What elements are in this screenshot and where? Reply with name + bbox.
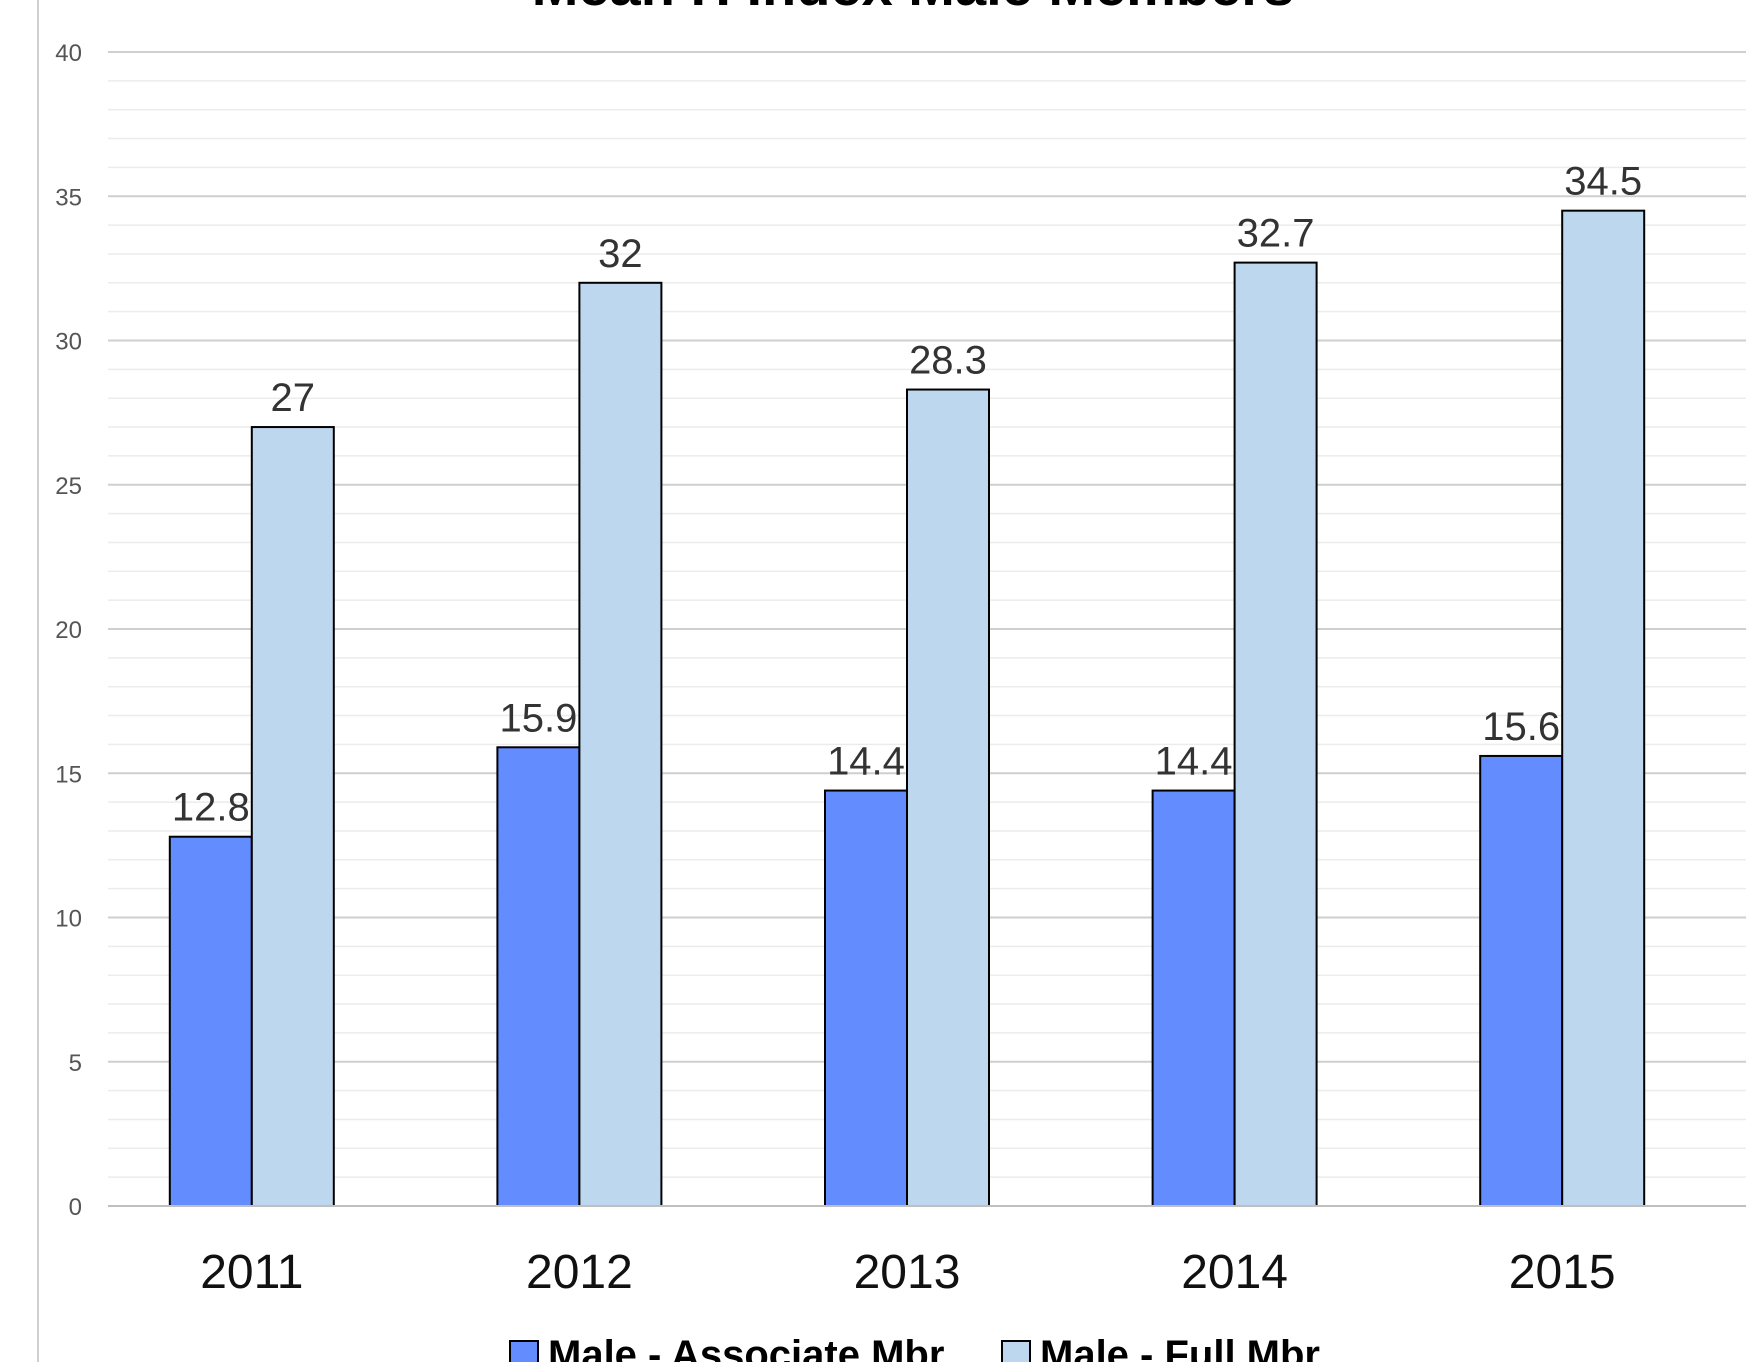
data-label: 34.5	[1564, 160, 1642, 204]
y-axis-ticks: 0 5 10 15 20 25 30 35 40	[55, 40, 82, 1221]
y-tick-label: 10	[55, 906, 82, 933]
data-label: 27	[271, 376, 316, 420]
y-tick-label: 0	[69, 1194, 82, 1221]
x-tick-label: 2014	[1181, 1246, 1288, 1299]
legend-label-full: Male - Full Mbr	[1040, 1333, 1320, 1362]
data-label: 32.7	[1237, 212, 1315, 256]
y-tick-label: 35	[55, 184, 82, 211]
x-tick-label: 2012	[526, 1246, 633, 1299]
legend-swatch-associate	[509, 1340, 539, 1367]
bar-full-2011	[250, 426, 335, 1207]
data-label: 14.4	[1155, 740, 1233, 784]
legend: Male - Associate Mbr Male - Full Mbr	[509, 1333, 1320, 1367]
data-label: 15.9	[499, 696, 577, 740]
bar-full-2014	[1233, 261, 1318, 1208]
legend-item-associate: Male - Associate Mbr	[509, 1333, 944, 1367]
y-tick-label: 30	[55, 329, 82, 356]
data-label: 15.6	[1482, 705, 1560, 749]
legend-swatch-full	[1001, 1340, 1031, 1367]
bar-associate-2013	[824, 789, 908, 1207]
data-labels: 12.8 27 15.9 32 14.4 28.3 14.4 32.7 15.6 34.5	[172, 160, 1642, 830]
bar-associate-2015	[1479, 754, 1564, 1207]
bar-full-2015	[1561, 209, 1646, 1208]
bar-full-2013	[906, 388, 990, 1208]
x-tick-label: 2011	[200, 1246, 303, 1299]
y-tick-label: 15	[55, 761, 82, 788]
legend-label-associate: Male - Associate Mbr	[548, 1333, 944, 1362]
data-label: 14.4	[827, 740, 905, 784]
x-axis-ticks: 2011 2012 2013 2014 2015	[200, 1246, 1615, 1299]
bars	[168, 209, 1646, 1208]
bar-associate-2014	[1151, 789, 1236, 1207]
x-tick-label: 2015	[1509, 1246, 1616, 1299]
chart-title: Mean H Index Male Members	[532, 0, 1294, 17]
y-tick-label: 40	[55, 40, 82, 67]
x-tick-label: 2013	[854, 1246, 961, 1299]
bar-associate-2012	[496, 746, 581, 1207]
bar-full-2012	[578, 281, 663, 1207]
data-label: 28.3	[909, 339, 987, 383]
data-label: 12.8	[172, 786, 250, 830]
y-tick-label: 5	[69, 1050, 82, 1077]
legend-item-full: Male - Full Mbr	[1001, 1333, 1320, 1367]
y-tick-label: 20	[55, 617, 82, 644]
y-tick-label: 25	[55, 473, 82, 500]
bar-associate-2011	[168, 835, 253, 1207]
data-label: 32	[598, 232, 643, 276]
